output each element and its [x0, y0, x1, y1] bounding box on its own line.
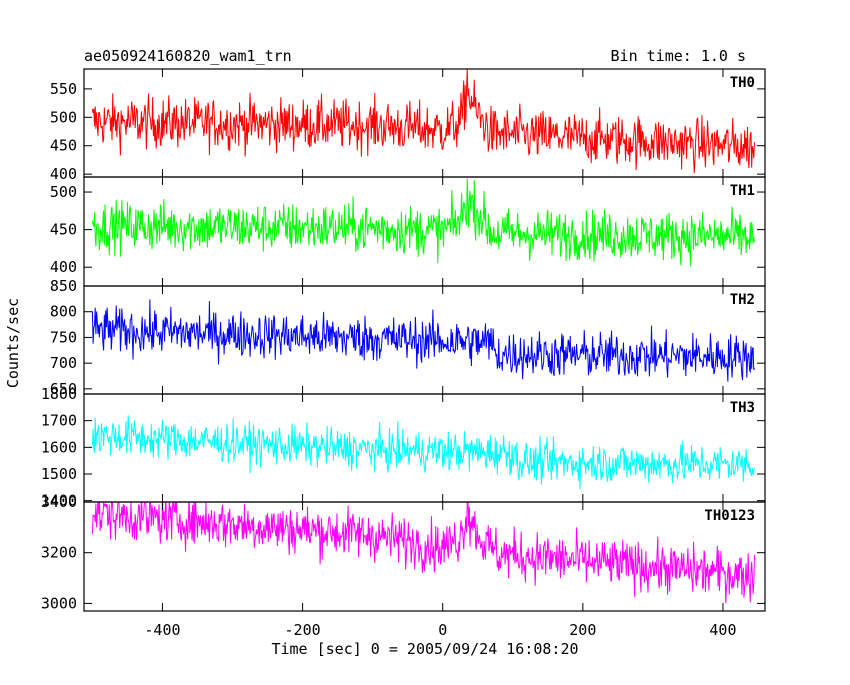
panel-label-th2: TH2	[730, 292, 755, 308]
y-tick-label: 450	[50, 221, 77, 239]
y-tick-label: 1400	[41, 492, 77, 510]
y-tick-label: 550	[50, 80, 77, 98]
y-tick-label: 700	[50, 354, 77, 372]
panel-label-th3: TH3	[730, 400, 755, 416]
panel-frame	[83, 501, 766, 612]
panel-th0: 400 450 500 550 TH0	[50, 68, 766, 183]
y-tick-label: 400	[50, 165, 77, 183]
panel-th0123: 3000 3200 3400 TH0123	[41, 493, 766, 612]
panel-th3: 1400 1500 1600 1700 1800 TH3	[41, 385, 766, 510]
y-tick-label: 1700	[41, 412, 77, 430]
x-tick-label: 200	[569, 621, 596, 639]
chart-title-right: Bin time: 1.0 s	[611, 47, 746, 65]
y-tick-label: 3000	[41, 594, 77, 612]
series-line-th2	[91, 299, 755, 382]
panel-frame	[83, 285, 766, 395]
series-line-th1	[91, 178, 755, 267]
panel-label-th0: TH0	[730, 75, 755, 91]
y-tick-label: 850	[50, 277, 77, 295]
y-tick-label: 1500	[41, 465, 77, 483]
y-tick-label: 500	[50, 108, 77, 126]
series-line-th0	[91, 69, 755, 174]
x-tick-label: 400	[709, 621, 736, 639]
x-tick-label: -400	[144, 621, 180, 639]
series-line-th3	[91, 415, 755, 489]
panel-label-th0123: TH0123	[704, 508, 755, 524]
x-tick-label: -200	[285, 621, 321, 639]
y-tick-label: 400	[50, 258, 77, 276]
x-tick-label: 0	[438, 621, 447, 639]
y-tick-label: 1600	[41, 438, 77, 456]
y-tick-label: 650	[50, 380, 77, 398]
panel-label-th1: TH1	[730, 183, 755, 199]
chart-title-left: ae050924160820_wam1_trn	[84, 47, 292, 65]
y-tick-label: 450	[50, 137, 77, 155]
y-tick-label: 1800	[41, 385, 77, 403]
y-tick-label: 3400	[41, 493, 77, 511]
panel-th1: 400 450 500 TH1	[50, 176, 766, 287]
y-axis-title: Counts/sec	[4, 298, 22, 388]
panel-th2: 650 700 750 800 850 TH2	[50, 277, 766, 398]
y-tick-label: 800	[50, 303, 77, 321]
series-line-th0123	[91, 502, 755, 604]
y-tick-label: 500	[50, 183, 77, 201]
y-tick-label: 3200	[41, 544, 77, 562]
y-tick-label: 750	[50, 328, 77, 346]
x-axis-title: Time [sec] 0 = 2005/09/24 16:08:20	[271, 640, 578, 658]
